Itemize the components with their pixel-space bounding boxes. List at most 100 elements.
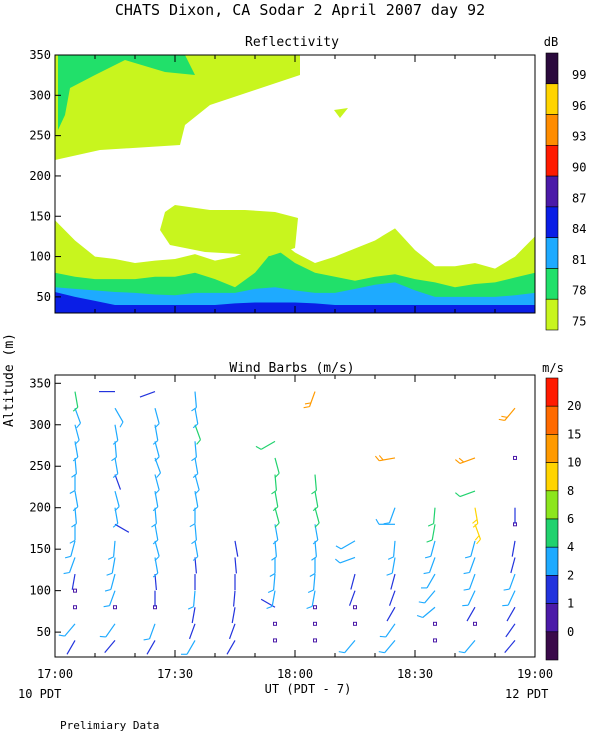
wind-barb	[426, 573, 436, 589]
wind-barb	[386, 606, 396, 622]
wind-barb-feather	[311, 490, 317, 495]
wind-barb	[188, 623, 196, 640]
wind-barb-feather	[191, 456, 197, 462]
wind-barb-feather	[111, 456, 117, 462]
wind-barb-feather	[474, 535, 480, 541]
wind-barb	[154, 574, 157, 591]
wind-barb-feather	[106, 572, 113, 576]
reflectivity-y-tick-label: 300	[29, 88, 51, 102]
wind-x-tick-label: 19:00	[517, 667, 553, 681]
wind-y-tick-label: 250	[29, 459, 51, 473]
wind-barb-feather	[99, 635, 106, 638]
wind-barb	[314, 474, 317, 491]
wind-barb	[308, 391, 316, 407]
wind-barb-feather	[112, 473, 119, 478]
wind-barb	[71, 573, 76, 590]
wind-barb	[506, 606, 516, 622]
wind-barb-feather	[266, 605, 273, 609]
preliminary-note: Prelimiary Data	[60, 719, 159, 732]
wind-barb	[228, 623, 236, 640]
wind-barb	[274, 457, 280, 474]
wind-barb	[339, 556, 356, 564]
wind-barb	[111, 557, 116, 574]
wind-y-tick-label: 150	[29, 542, 51, 556]
wind-barb-calm	[73, 605, 77, 610]
reflectivity-y-tick-label: 100	[29, 250, 51, 264]
wind-barb	[154, 474, 160, 491]
wind-barb	[391, 557, 396, 574]
wind-barb-feather	[503, 588, 510, 591]
wind-barb	[74, 391, 79, 408]
wind-barb	[108, 590, 116, 606]
wind-barb-feather	[103, 605, 110, 608]
figure-title: CHATS Dixon, CA Sodar 2 April 2007 day 9…	[115, 1, 485, 19]
wind-barb	[110, 573, 116, 590]
wind-barb	[154, 441, 160, 457]
wind-barb	[385, 623, 396, 638]
wind-barb	[511, 540, 516, 557]
wind-barb	[459, 457, 476, 464]
wind-barb	[104, 640, 116, 654]
wind-barb-feather	[152, 572, 159, 578]
reflectivity-y-tick-label: 50	[37, 290, 51, 304]
wind-barb-feather	[306, 605, 313, 609]
wind-barb	[154, 524, 159, 541]
wind-barb-feather	[379, 635, 386, 638]
wind-barb	[314, 491, 319, 507]
wind-barb	[311, 590, 316, 607]
wind-barb-feather	[156, 472, 161, 478]
reflectivity-colorbar-label: 84	[572, 222, 586, 236]
wind-colorbar-unit: m/s	[542, 361, 564, 375]
wind-barb-feather	[386, 572, 393, 576]
footer-right: 12 PDT	[505, 687, 548, 701]
wind-barb	[393, 540, 396, 557]
wind-x-tick-label: 18:30	[397, 667, 433, 681]
reflectivity-colorbar-swatch	[545, 175, 559, 208]
wind-barb-feather	[424, 555, 432, 559]
wind-barb-feather	[455, 459, 461, 464]
wind-barb-feather	[502, 604, 509, 607]
reflectivity-colorbar-swatch	[545, 83, 559, 115]
wind-barb-feather	[463, 588, 470, 591]
wind-barb-calm	[273, 638, 277, 643]
wind-barb	[422, 606, 436, 618]
wind-barb-feather	[189, 523, 196, 528]
wind-barb-feather	[76, 422, 81, 429]
reflectivity-plot-area	[55, 55, 535, 313]
wind-barb-feather	[114, 506, 120, 512]
wind-barb-feather	[335, 545, 342, 550]
reflectivity-y-axis: 50 100 150 200 250 300 350	[29, 48, 61, 304]
wind-barb	[231, 607, 236, 624]
reflectivity-y-tick-label: 150	[29, 209, 51, 223]
wind-barb-calm	[353, 605, 357, 610]
wind-barb	[504, 407, 516, 421]
wind-barb	[114, 490, 120, 507]
wind-barb-feather	[498, 418, 505, 421]
wind-barb	[474, 524, 482, 540]
wind-barb	[474, 507, 479, 524]
wind-x-tick-label: 18:00	[277, 667, 313, 681]
wind-colorbar-swatch	[545, 603, 559, 633]
wind-barb	[191, 607, 196, 624]
wind-barb-feather	[191, 539, 197, 545]
wind-barb-calm	[353, 621, 357, 626]
wind-barb-feather	[476, 538, 481, 545]
wind-barb	[154, 507, 157, 524]
wind-barb-feather	[378, 651, 385, 654]
wind-y-tick-label: 100	[29, 584, 51, 598]
wind-barb	[226, 640, 236, 655]
wind-barb	[74, 491, 79, 507]
wind-barb	[74, 407, 82, 424]
wind-barb-feather	[72, 506, 79, 512]
wind-barb	[194, 408, 199, 425]
wind-barb-feather	[271, 556, 277, 561]
wind-barb	[114, 424, 119, 441]
wind-colorbar-label: 6	[567, 512, 574, 526]
wind-plot-area	[58, 390, 517, 655]
reflectivity-colorbar-label: 81	[572, 253, 586, 267]
wind-barb	[274, 491, 279, 507]
wind-barb-feather	[464, 555, 472, 559]
reflectivity-colorbar: 99 96 93 90 87 84 81 78 75	[545, 52, 586, 331]
